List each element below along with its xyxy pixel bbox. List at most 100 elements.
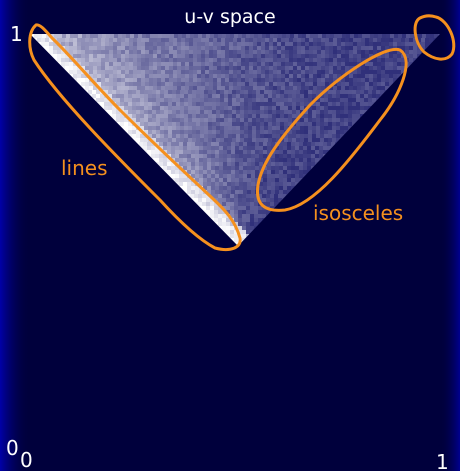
heatmap-cell	[269, 78, 273, 82]
heatmap-cell	[93, 58, 97, 62]
heatmap-cell	[124, 122, 128, 126]
heatmap-cell	[112, 114, 116, 118]
heatmap-cell	[104, 90, 108, 94]
heatmap-cell	[223, 142, 227, 146]
heatmap-cell	[291, 170, 295, 174]
heatmap-cell	[207, 186, 211, 190]
heatmap-cell	[218, 210, 222, 214]
heatmap-cell	[303, 162, 307, 166]
heatmap-cell	[191, 162, 195, 166]
heatmap-cell	[228, 130, 232, 134]
heatmap-cell	[301, 66, 305, 70]
heatmap-cell	[183, 146, 187, 150]
heatmap-cell	[180, 134, 184, 138]
heatmap-cell	[295, 158, 299, 162]
heatmap-cell	[249, 62, 253, 66]
heatmap-cell	[97, 74, 101, 78]
heatmap-cell	[133, 62, 137, 66]
heatmap-cell	[105, 66, 109, 70]
heatmap-cell	[156, 130, 160, 134]
heatmap-cell	[140, 102, 144, 106]
heatmap-cell	[265, 38, 269, 42]
heatmap-cell	[283, 154, 287, 158]
heatmap-cell	[141, 78, 145, 82]
heatmap-cell	[373, 66, 377, 70]
heatmap-cell	[353, 42, 357, 46]
heatmap-cell	[242, 230, 246, 234]
heatmap-cell	[196, 110, 200, 114]
heatmap-cell	[321, 58, 325, 62]
heatmap-cell	[240, 94, 244, 98]
heatmap-cell	[312, 90, 316, 94]
heatmap-cell	[69, 66, 73, 70]
heatmap-cell	[296, 90, 300, 94]
heatmap-cell	[242, 194, 246, 198]
heatmap-cell	[120, 102, 124, 106]
heatmap-cell	[324, 102, 328, 106]
heatmap-cell	[273, 62, 277, 66]
heatmap-cell	[65, 62, 69, 66]
heatmap-cell	[333, 42, 337, 46]
heatmap-cell	[299, 146, 303, 150]
heatmap-cell	[232, 138, 236, 142]
heatmap-cell	[223, 178, 227, 182]
heatmap-cell	[149, 62, 153, 66]
heatmap-cell	[213, 70, 217, 74]
heatmap-cell	[401, 66, 405, 70]
heatmap-cell	[199, 190, 203, 194]
heatmap-cell	[211, 158, 215, 162]
heatmap-cell	[189, 74, 193, 78]
heatmap-cell	[57, 50, 61, 54]
heatmap-cell	[180, 110, 184, 114]
heatmap-cell	[89, 74, 93, 78]
heatmap-cell	[320, 98, 324, 102]
heatmap-cell	[121, 62, 125, 66]
heatmap-cell	[235, 170, 239, 174]
heatmap-cell	[185, 50, 189, 54]
heatmap-cell	[293, 86, 297, 90]
heatmap-cell	[239, 166, 243, 170]
heatmap-cell	[49, 50, 53, 54]
heatmap-cell	[260, 98, 264, 102]
heatmap-cell	[188, 98, 192, 102]
heatmap-cell	[251, 158, 255, 162]
heatmap-cell	[260, 118, 264, 122]
heatmap-cell	[316, 138, 320, 142]
heatmap-cell	[305, 78, 309, 82]
heatmap-cell	[292, 138, 296, 142]
heatmap-cell	[116, 102, 120, 106]
heatmap-cell	[365, 78, 369, 82]
heatmap-cell	[228, 122, 232, 126]
heatmap-cell	[236, 102, 240, 106]
heatmap-cell	[246, 206, 250, 210]
heatmap-cell	[176, 134, 180, 138]
heatmap-cell	[77, 54, 81, 58]
heatmap-cell	[345, 86, 349, 90]
heatmap-cell	[187, 150, 191, 154]
heatmap-cell	[198, 194, 202, 198]
heatmap-cell	[278, 198, 282, 202]
heatmap-cell	[282, 194, 286, 198]
heatmap-cell	[321, 46, 325, 50]
heatmap-cell	[206, 210, 210, 214]
heatmap-cell	[274, 198, 278, 202]
heatmap-cell	[238, 210, 242, 214]
heatmap-cell	[385, 82, 389, 86]
heatmap-cell	[304, 134, 308, 138]
heatmap-cell	[124, 90, 128, 94]
heatmap-cell	[228, 134, 232, 138]
heatmap-cell	[253, 74, 257, 78]
heatmap-cell	[165, 70, 169, 74]
heatmap-cell	[200, 110, 204, 114]
heatmap-cell	[352, 106, 356, 110]
heatmap-cell	[358, 34, 362, 38]
heatmap-cell	[280, 90, 284, 94]
heatmap-cell	[93, 70, 97, 74]
heatmap-cell	[173, 46, 177, 50]
heatmap-cell	[262, 194, 266, 198]
heatmap-cell	[293, 50, 297, 54]
heatmap-cell	[175, 158, 179, 162]
heatmap-cell	[145, 54, 149, 58]
heatmap-cell	[393, 70, 397, 74]
heatmap-cell	[259, 146, 263, 150]
